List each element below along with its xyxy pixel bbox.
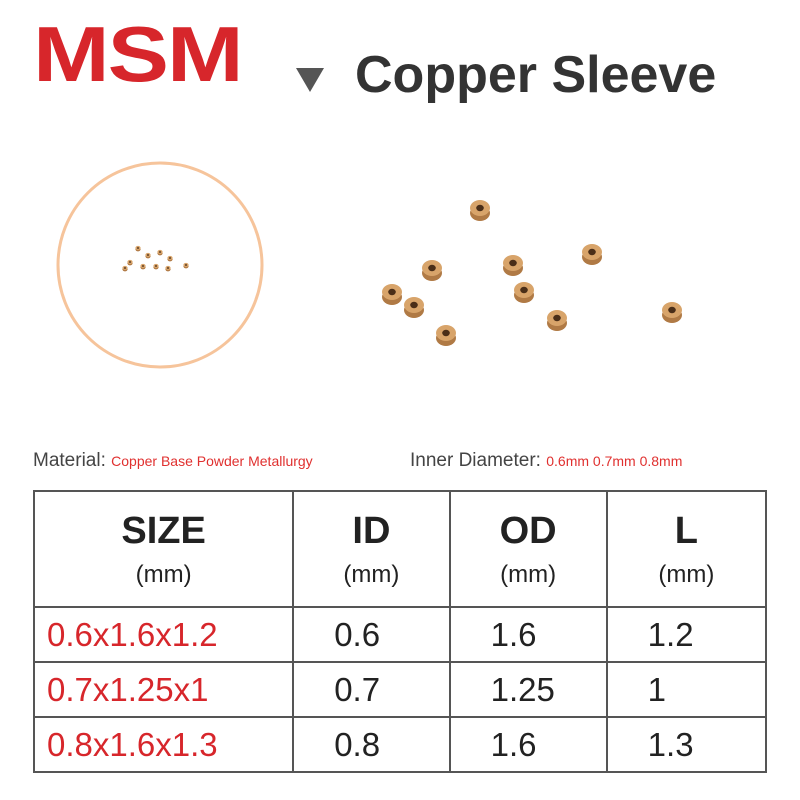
size-table: SIZE (mm) ID (mm) OD (mm) L (mm) 0.6x1.6x1.2 0.6 1… — [32, 490, 768, 773]
sleeve-hole — [159, 251, 161, 253]
sleeve-hole — [520, 286, 528, 294]
column-unit: (mm) — [500, 560, 557, 588]
table-cell: 0.7x1.25x1 — [32, 661, 295, 718]
header-cell: ID (mm) — [292, 490, 451, 608]
column-unit: (mm) — [135, 560, 192, 588]
table-cell: 1.25 — [448, 661, 608, 718]
sleeve-hole — [476, 204, 484, 212]
sleeve-hole — [442, 329, 450, 337]
zoom-circle — [56, 161, 264, 369]
table-row: 0.7x1.25x1 0.7 1.25 1 — [32, 661, 768, 718]
product-title: Copper Sleeve — [355, 46, 717, 104]
sleeve-hole — [588, 248, 596, 256]
column-name: ID — [352, 509, 391, 552]
product-image — [56, 161, 682, 369]
sleeve-hole — [169, 257, 171, 259]
inner-diameter-value: 0.6mm 0.7mm 0.8mm — [546, 453, 683, 469]
sleeve-hole — [129, 261, 131, 263]
column-unit: (mm) — [343, 560, 400, 588]
sleeve-hole — [410, 301, 418, 309]
column-name: OD — [499, 509, 557, 552]
column-unit: (mm) — [658, 560, 715, 588]
table-cell: 0.8 — [292, 716, 451, 773]
inner-diameter-label: Inner Diameter: — [410, 450, 541, 471]
table-row: 0.8x1.6x1.3 0.8 1.6 1.3 — [32, 716, 768, 773]
header-row: SIZE (mm) ID (mm) OD (mm) L (mm) — [32, 490, 768, 608]
table-cell: 1 — [605, 661, 768, 718]
sleeve-hole — [388, 288, 396, 296]
material-label: Material: — [33, 450, 106, 471]
table-cell: 0.6x1.6x1.2 — [32, 606, 295, 663]
sleeve-hole — [142, 265, 144, 267]
sleeve-hole — [124, 267, 126, 269]
table-cell: 1.3 — [605, 716, 768, 773]
sleeve-hole — [668, 306, 676, 314]
sleeve-hole — [167, 267, 169, 269]
sleeve-hole — [155, 265, 157, 267]
sleeve-hole — [428, 264, 436, 272]
table-row: 0.6x1.6x1.2 0.6 1.6 1.2 — [32, 606, 768, 663]
brand-logo: MSM — [33, 11, 244, 99]
column-name: L — [674, 509, 698, 552]
header-cell: OD (mm) — [448, 490, 608, 608]
material-spec: Material: Copper Base Powder Metallurgy — [33, 450, 313, 472]
table-cell: 1.6 — [448, 606, 608, 663]
sleeve-hole — [553, 314, 561, 322]
table-cell: 1.2 — [605, 606, 768, 663]
table-cell: 0.6 — [292, 606, 451, 663]
column-name: SIZE — [121, 509, 206, 552]
table-cell: 0.7 — [292, 661, 451, 718]
header-cell: SIZE (mm) — [32, 490, 295, 608]
triangle-icon — [296, 68, 324, 92]
table-cell: 1.6 — [448, 716, 608, 773]
header-cell: L (mm) — [605, 490, 768, 608]
inner-diameter-spec: Inner Diameter: 0.6mm 0.7mm 0.8mm — [410, 450, 682, 472]
sleeve-hole — [137, 247, 139, 249]
sleeve-hole — [147, 254, 149, 256]
table-cell: 0.8x1.6x1.3 — [32, 716, 295, 773]
material-value: Copper Base Powder Metallurgy — [111, 453, 313, 469]
sleeve-hole — [509, 259, 517, 267]
sleeve-hole — [185, 264, 187, 266]
